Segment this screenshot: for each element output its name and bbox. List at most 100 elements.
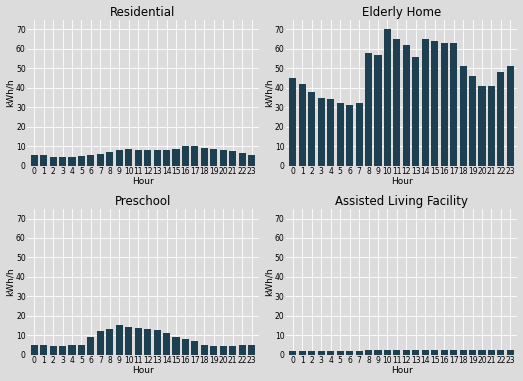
Y-axis label: kWh/h: kWh/h	[264, 267, 274, 296]
Bar	[289, 351, 297, 355]
Title: Elderly Home: Elderly Home	[362, 6, 441, 19]
Bar	[393, 350, 401, 355]
Bar	[299, 351, 306, 355]
Bar	[106, 152, 113, 166]
Bar	[450, 350, 457, 355]
Bar	[469, 350, 476, 355]
X-axis label: Hour: Hour	[132, 177, 154, 186]
Bar	[210, 149, 218, 166]
Bar	[50, 157, 56, 166]
Bar	[479, 86, 485, 166]
Title: Residential: Residential	[110, 6, 176, 19]
Bar	[31, 155, 38, 166]
Bar	[182, 146, 189, 166]
Bar	[78, 345, 85, 355]
Bar	[106, 330, 113, 355]
Bar	[238, 153, 246, 166]
Bar	[431, 350, 438, 355]
Bar	[337, 351, 344, 355]
Bar	[403, 350, 410, 355]
Bar	[422, 39, 429, 166]
Bar	[440, 43, 448, 166]
X-axis label: Hour: Hour	[391, 367, 413, 375]
Bar	[365, 350, 372, 355]
Bar	[308, 92, 315, 166]
Bar	[289, 78, 297, 166]
Bar	[201, 345, 208, 355]
Bar	[412, 350, 419, 355]
Bar	[393, 39, 401, 166]
Bar	[87, 337, 95, 355]
Bar	[507, 350, 514, 355]
Bar	[356, 103, 362, 166]
Bar	[327, 99, 334, 166]
Bar	[497, 72, 505, 166]
Bar	[431, 41, 438, 166]
Bar	[229, 151, 236, 166]
Bar	[365, 53, 372, 166]
Bar	[116, 150, 123, 166]
Bar	[384, 29, 391, 166]
Bar	[317, 351, 325, 355]
Bar	[479, 350, 485, 355]
Bar	[248, 345, 255, 355]
Bar	[299, 84, 306, 166]
Bar	[229, 346, 236, 355]
Bar	[327, 351, 334, 355]
Bar	[40, 345, 47, 355]
Bar	[134, 328, 142, 355]
Bar	[154, 150, 161, 166]
Title: Preschool: Preschool	[115, 195, 171, 208]
Bar	[248, 155, 255, 166]
Bar	[144, 150, 151, 166]
Bar	[374, 55, 382, 166]
Bar	[78, 156, 85, 166]
Bar	[220, 346, 227, 355]
Bar	[40, 155, 47, 166]
Bar	[346, 351, 353, 355]
Bar	[125, 327, 132, 355]
Bar	[356, 351, 362, 355]
Bar	[182, 339, 189, 355]
Bar	[69, 345, 75, 355]
Bar	[507, 66, 514, 166]
Bar	[337, 103, 344, 166]
Bar	[97, 154, 104, 166]
Bar	[497, 350, 505, 355]
Bar	[460, 350, 467, 355]
Bar	[173, 337, 179, 355]
Bar	[125, 149, 132, 166]
Bar	[440, 350, 448, 355]
X-axis label: Hour: Hour	[132, 367, 154, 375]
Bar	[412, 57, 419, 166]
Bar	[488, 86, 495, 166]
Bar	[59, 346, 66, 355]
Bar	[154, 330, 161, 355]
Y-axis label: kWh/h: kWh/h	[6, 78, 15, 107]
Bar	[346, 105, 353, 166]
Bar	[87, 155, 95, 166]
Bar	[374, 350, 382, 355]
Bar	[317, 98, 325, 166]
Bar	[50, 346, 56, 355]
Bar	[460, 66, 467, 166]
Bar	[210, 346, 218, 355]
Y-axis label: kWh/h: kWh/h	[6, 267, 15, 296]
Bar	[422, 350, 429, 355]
Bar	[220, 150, 227, 166]
Bar	[191, 341, 198, 355]
Bar	[488, 350, 495, 355]
Bar	[450, 43, 457, 166]
Y-axis label: kWh/h: kWh/h	[264, 78, 274, 107]
Bar	[134, 150, 142, 166]
Bar	[163, 150, 170, 166]
Bar	[97, 331, 104, 355]
Bar	[69, 157, 75, 166]
Bar	[403, 45, 410, 166]
Bar	[469, 76, 476, 166]
Bar	[384, 350, 391, 355]
Bar	[31, 345, 38, 355]
Bar	[144, 330, 151, 355]
Bar	[116, 325, 123, 355]
Bar	[238, 345, 246, 355]
